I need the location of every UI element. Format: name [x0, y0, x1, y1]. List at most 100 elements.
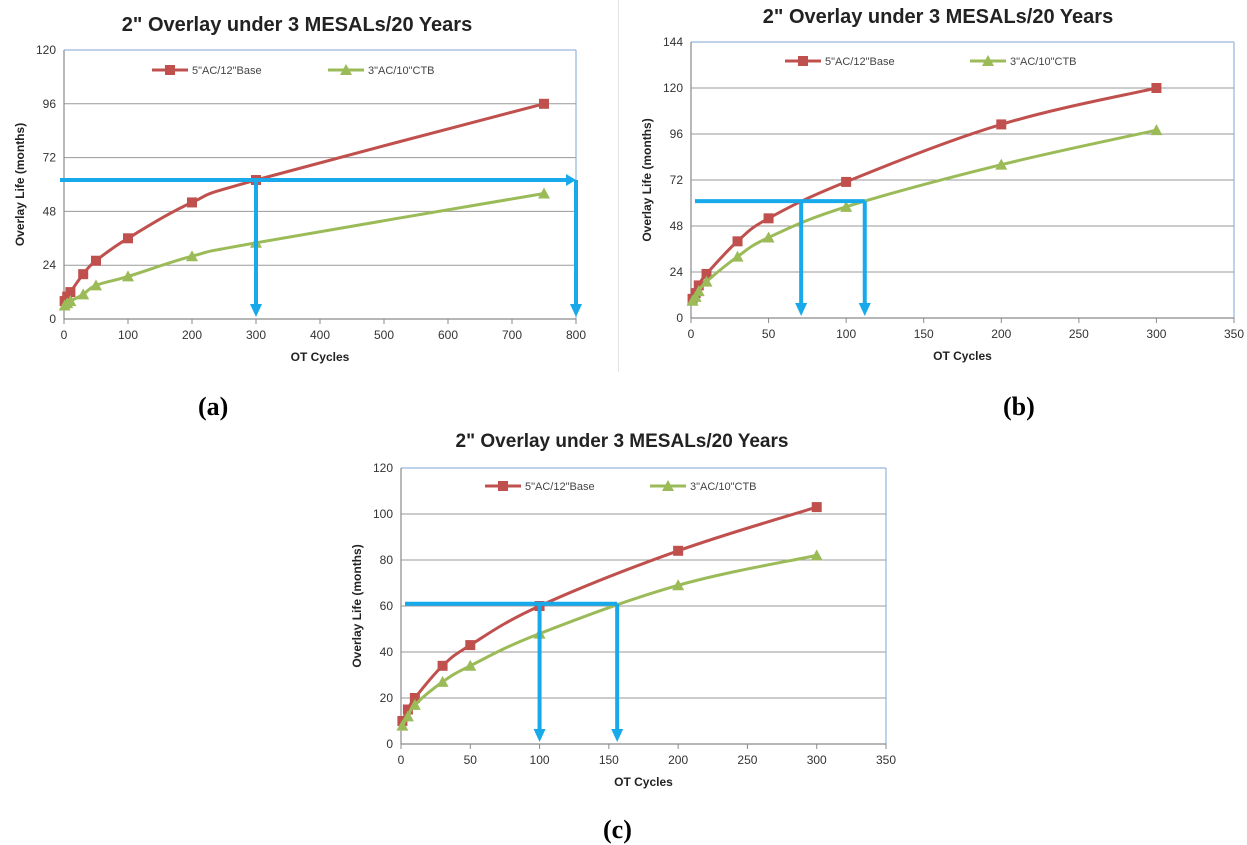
y-axis-label: Overlay Life (months)	[13, 123, 27, 246]
chart-b: 2" Overlay under 3 MESALs/20 Years 0 24 48 7…	[640, 6, 1244, 363]
y-tick-label: 24	[670, 265, 684, 279]
chart-c: 2" Overlay under 3 MESALs/20 Years 0 20 40 6…	[350, 431, 896, 789]
data-point	[409, 693, 420, 703]
x-tick-label: 250	[1069, 327, 1089, 341]
data-point	[538, 187, 550, 199]
arrow-down-head	[250, 304, 262, 317]
data-point	[996, 119, 1007, 130]
legend-marker	[165, 65, 175, 75]
x-tick-label: 300	[807, 753, 827, 767]
x-tick-label: 400	[310, 328, 330, 342]
panel-label-a: (a)	[198, 392, 229, 421]
x-tick-label: 700	[502, 328, 522, 342]
data-point	[762, 231, 775, 243]
data-point	[78, 269, 89, 280]
x-tick-label: 50	[762, 327, 776, 341]
legend-marker	[340, 64, 352, 75]
data-point	[123, 233, 133, 244]
data-point	[701, 268, 712, 279]
x-tick-label: 250	[737, 753, 757, 767]
data-point	[464, 659, 477, 671]
x-tick-label: 800	[566, 328, 586, 342]
y-tick-label: 120	[36, 43, 56, 57]
data-point	[732, 236, 743, 247]
data-point	[90, 279, 102, 291]
series-line	[401, 505, 818, 722]
x-axis-label: OT Cycles	[933, 349, 992, 363]
data-point	[841, 176, 852, 187]
data-point	[763, 213, 774, 224]
data-point	[539, 98, 549, 109]
x-tick-label: 300	[246, 328, 266, 342]
arrow-down-head	[533, 729, 546, 742]
y-tick-label: 120	[373, 461, 393, 475]
data-point	[673, 545, 684, 556]
panel-label-c: (c)	[603, 815, 632, 844]
series-line	[63, 102, 545, 302]
chart-title: 2" Overlay under 3 MESALs/20 Years	[456, 431, 789, 452]
y-tick-label: 0	[676, 311, 683, 325]
data-point	[1151, 83, 1162, 93]
legend-marker	[798, 56, 808, 66]
data-point	[401, 710, 414, 722]
legend-label: 5"AC/12"Base	[192, 65, 262, 77]
legend-label: 3"AC/10"CTB	[368, 65, 435, 77]
series-line	[401, 553, 818, 727]
y-tick-label: 80	[380, 553, 394, 567]
x-tick-label: 100	[118, 328, 138, 342]
series-line	[691, 128, 1157, 302]
chart-title: 2" Overlay under 3 MESALs/20 Years	[763, 6, 1113, 28]
y-tick-label: 60	[380, 599, 394, 613]
legend-label: 5"AC/12"Base	[525, 481, 595, 493]
data-point	[995, 158, 1008, 170]
y-tick-label: 100	[373, 507, 393, 521]
legend-label: 3"AC/10"CTB	[690, 481, 757, 493]
x-tick-label: 200	[182, 328, 202, 342]
arrow-down-head	[795, 303, 808, 316]
x-axis-label: OT Cycles	[614, 775, 673, 789]
data-point	[91, 255, 101, 266]
x-tick-label: 150	[599, 753, 619, 767]
x-tick-label: 50	[464, 753, 478, 767]
y-axis-label: Overlay Life (months)	[640, 118, 654, 241]
x-tick-label: 0	[398, 753, 405, 767]
x-tick-label: 200	[668, 753, 688, 767]
y-tick-label: 20	[380, 691, 394, 705]
y-tick-label: 0	[49, 312, 56, 326]
data-point	[840, 200, 853, 212]
chart-title: 2" Overlay under 3 MESALs/20 Years	[122, 14, 472, 36]
y-tick-label: 144	[663, 35, 683, 49]
arrow-down-head	[570, 304, 582, 317]
y-tick-label: 120	[663, 81, 683, 95]
data-point	[396, 719, 409, 731]
y-tick-label: 24	[43, 258, 57, 272]
panel-b-frame	[618, 0, 1247, 372]
data-point	[187, 197, 197, 208]
series-line	[691, 86, 1157, 300]
y-tick-label: 96	[43, 97, 57, 111]
arrow-down-head	[858, 303, 871, 316]
x-tick-label: 350	[1224, 327, 1244, 341]
arrow-horizontal-head	[566, 174, 576, 187]
data-point	[65, 287, 76, 298]
x-tick-label: 150	[914, 327, 934, 341]
data-point	[1150, 124, 1163, 136]
data-point	[810, 549, 823, 561]
y-tick-label: 96	[670, 127, 684, 141]
y-tick-label: 72	[670, 173, 684, 187]
data-point	[692, 285, 705, 297]
series-line	[63, 192, 545, 307]
data-point	[77, 288, 90, 300]
data-point	[122, 270, 134, 282]
y-tick-label: 40	[380, 645, 394, 659]
x-tick-label: 0	[688, 327, 695, 341]
data-point	[437, 660, 448, 671]
x-tick-label: 600	[438, 328, 458, 342]
data-point	[811, 502, 822, 513]
x-axis-label: OT Cycles	[291, 350, 350, 364]
data-point	[672, 579, 685, 591]
data-point	[64, 295, 77, 307]
data-point	[731, 250, 744, 262]
y-tick-label: 48	[670, 219, 684, 233]
data-point	[408, 698, 421, 710]
